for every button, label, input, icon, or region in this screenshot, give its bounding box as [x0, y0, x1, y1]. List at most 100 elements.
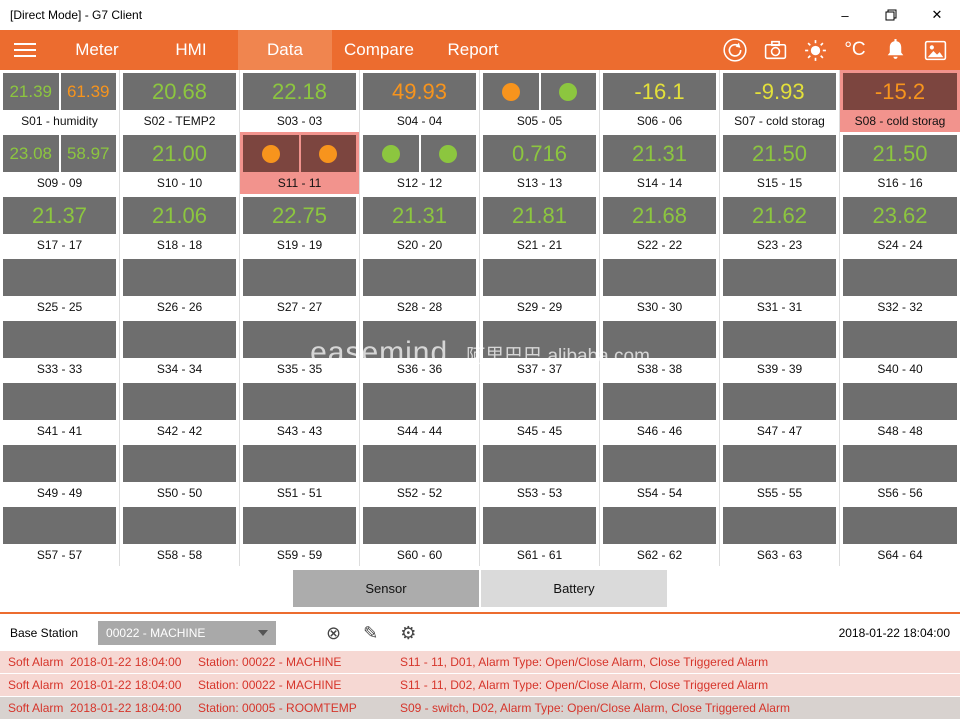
- tile-value-area: [3, 445, 116, 482]
- tab-hmi[interactable]: HMI: [175, 40, 207, 59]
- tile-value-area: [723, 445, 836, 482]
- sensor-tile-S55[interactable]: S55 - 55: [720, 442, 840, 504]
- image-export-icon[interactable]: [922, 37, 948, 63]
- sensor-tile-S45[interactable]: S45 - 45: [480, 380, 600, 442]
- menu-icon[interactable]: [0, 30, 50, 70]
- sensor-label: S62 - 62: [636, 548, 683, 562]
- sensor-tile-S58[interactable]: S58 - 58: [120, 504, 240, 566]
- value-box: [603, 259, 716, 296]
- settings-gear-icon[interactable]: ⚙: [400, 623, 417, 643]
- sensor-tile-S11[interactable]: S11 - 11: [240, 132, 360, 194]
- sensor-tile-S62[interactable]: S62 - 62: [600, 504, 720, 566]
- sensor-tile-S15[interactable]: 21.50 S15 - 15: [720, 132, 840, 194]
- sensor-tile-S06[interactable]: -16.1 S06 - 06: [600, 70, 720, 132]
- value-box: 58.97: [60, 135, 116, 172]
- sensor-tile-S28[interactable]: S28 - 28: [360, 256, 480, 318]
- clear-alarms-icon[interactable]: ⊗: [326, 623, 342, 643]
- tile-value-area: 23.08 58.97: [3, 135, 116, 172]
- sensor-tile-S41[interactable]: S41 - 41: [0, 380, 120, 442]
- sensor-label: S28 - 28: [396, 300, 443, 314]
- battery-view-button[interactable]: Battery: [481, 570, 667, 607]
- tab-report[interactable]: Report: [447, 40, 499, 59]
- sensor-tile-S61[interactable]: S61 - 61: [480, 504, 600, 566]
- sensor-tile-S24[interactable]: 23.62 S24 - 24: [840, 194, 960, 256]
- sensor-tile-S64[interactable]: S64 - 64: [840, 504, 960, 566]
- sensor-tile-S16[interactable]: 21.50 S16 - 16: [840, 132, 960, 194]
- sensor-tile-S19[interactable]: 22.75 S19 - 19: [240, 194, 360, 256]
- sensor-tile-S30[interactable]: S30 - 30: [600, 256, 720, 318]
- sensor-tile-S57[interactable]: S57 - 57: [0, 504, 120, 566]
- sensor-tile-S40[interactable]: S40 - 40: [840, 318, 960, 380]
- sensor-tile-S46[interactable]: S46 - 46: [600, 380, 720, 442]
- sensor-tile-S01[interactable]: 21.39 61.39 S01 - humidity: [0, 70, 120, 132]
- sensor-tile-S25[interactable]: S25 - 25: [0, 256, 120, 318]
- sensor-tile-S02[interactable]: 20.68 S02 - TEMP2: [120, 70, 240, 132]
- sensor-tile-S09[interactable]: 23.08 58.97 S09 - 09: [0, 132, 120, 194]
- sensor-tile-S21[interactable]: 21.81 S21 - 21: [480, 194, 600, 256]
- sensor-view-button[interactable]: Sensor: [293, 570, 479, 607]
- sensor-label: S40 - 40: [877, 362, 923, 376]
- sensor-tile-S56[interactable]: S56 - 56: [840, 442, 960, 504]
- sensor-tile-S29[interactable]: S29 - 29: [480, 256, 600, 318]
- sensor-tile-S42[interactable]: S42 - 42: [120, 380, 240, 442]
- sensor-tile-S03[interactable]: 22.18 S03 - 03: [240, 70, 360, 132]
- sensor-tile-S59[interactable]: S59 - 59: [240, 504, 360, 566]
- refresh-icon[interactable]: [722, 37, 748, 63]
- sensor-tile-S08[interactable]: -15.2 S08 - cold storag: [840, 70, 960, 132]
- sensor-tile-S10[interactable]: 21.00 S10 - 10: [120, 132, 240, 194]
- sensor-tile-S44[interactable]: S44 - 44: [360, 380, 480, 442]
- close-button[interactable]: ✕: [931, 7, 943, 22]
- alarm-row[interactable]: Soft Alarm 2018-01-22 18:04:00 Station: 00…: [0, 674, 960, 697]
- sensor-tile-S37[interactable]: S37 - 37: [480, 318, 600, 380]
- sensor-tile-S39[interactable]: S39 - 39: [720, 318, 840, 380]
- sensor-tile-S43[interactable]: S43 - 43: [240, 380, 360, 442]
- camera-icon[interactable]: [762, 37, 788, 63]
- sensor-tile-S20[interactable]: 21.31 S20 - 20: [360, 194, 480, 256]
- tab-data[interactable]: Data: [238, 30, 332, 70]
- sensor-tile-S26[interactable]: S26 - 26: [120, 256, 240, 318]
- sensor-tile-S49[interactable]: S49 - 49: [0, 442, 120, 504]
- sensor-tile-S22[interactable]: 21.68 S22 - 22: [600, 194, 720, 256]
- sensor-tile-S35[interactable]: S35 - 35: [240, 318, 360, 380]
- sensor-tile-S31[interactable]: S31 - 31: [720, 256, 840, 318]
- restore-button[interactable]: [868, 0, 914, 30]
- sensor-tile-S07[interactable]: -9.93 S07 - cold storag: [720, 70, 840, 132]
- sensor-tile-S33[interactable]: S33 - 33: [0, 318, 120, 380]
- base-station-dropdown[interactable]: 00022 - MACHINE: [98, 621, 277, 645]
- sensor-tile-S13[interactable]: 0.716 S13 - 13: [480, 132, 600, 194]
- tab-meter[interactable]: Meter: [75, 40, 119, 59]
- tab-compare[interactable]: Compare: [344, 40, 414, 59]
- sensor-tile-S18[interactable]: 21.06 S18 - 18: [120, 194, 240, 256]
- sensor-tile-S04[interactable]: 49.93 S04 - 04: [360, 70, 480, 132]
- brightness-icon[interactable]: [802, 37, 828, 63]
- tile-value-area: 22.75: [243, 197, 356, 234]
- alarm-row[interactable]: Soft Alarm 2018-01-22 18:04:00 Station: 00…: [0, 651, 960, 674]
- sensor-tile-S38[interactable]: S38 - 38: [600, 318, 720, 380]
- sensor-tile-S50[interactable]: S50 - 50: [120, 442, 240, 504]
- sensor-value: -16.1: [634, 78, 685, 104]
- sensor-tile-S17[interactable]: 21.37 S17 - 17: [0, 194, 120, 256]
- sensor-tile-S51[interactable]: S51 - 51: [240, 442, 360, 504]
- sensor-tile-S52[interactable]: S52 - 52: [360, 442, 480, 504]
- sensor-tile-S60[interactable]: S60 - 60: [360, 504, 480, 566]
- temperature-unit-toggle[interactable]: °C: [844, 39, 866, 60]
- sensor-tile-S48[interactable]: S48 - 48: [840, 380, 960, 442]
- edit-icon[interactable]: ✎: [363, 623, 379, 643]
- sensor-tile-S14[interactable]: 21.31 S14 - 14: [600, 132, 720, 194]
- alarm-bell-icon[interactable]: [882, 37, 908, 63]
- sensor-tile-S53[interactable]: S53 - 53: [480, 442, 600, 504]
- sensor-tile-S34[interactable]: S34 - 34: [120, 318, 240, 380]
- minimize-button[interactable]: –: [841, 7, 849, 23]
- sensor-tile-S12[interactable]: S12 - 12: [360, 132, 480, 194]
- sensor-tile-S36[interactable]: S36 - 36: [360, 318, 480, 380]
- alarm-row[interactable]: Soft Alarm 2018-01-22 18:04:00 Station: 00…: [0, 697, 960, 720]
- sensor-tile-S47[interactable]: S47 - 47: [720, 380, 840, 442]
- sensor-tile-S63[interactable]: S63 - 63: [720, 504, 840, 566]
- sensor-tile-S27[interactable]: S27 - 27: [240, 256, 360, 318]
- sensor-tile-S54[interactable]: S54 - 54: [600, 442, 720, 504]
- sensor-tile-S23[interactable]: 21.62 S23 - 23: [720, 194, 840, 256]
- sensor-tile-S05[interactable]: S05 - 05: [480, 70, 600, 132]
- sensor-tile-S32[interactable]: S32 - 32: [840, 256, 960, 318]
- base-station-bar: Base Station 00022 - MACHINE ⊗ ✎ ⚙ 2018-…: [0, 616, 960, 650]
- alarm-type: Soft Alarm: [8, 655, 64, 669]
